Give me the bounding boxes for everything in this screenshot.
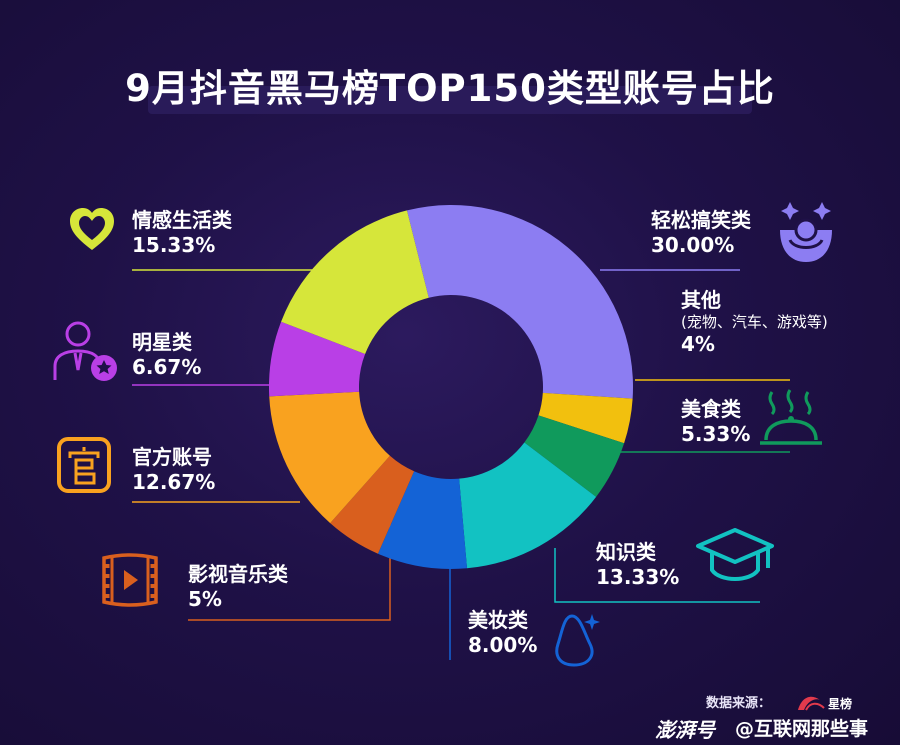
celebrity-user-icon [53,321,117,381]
label-percent: 5% [188,587,222,611]
label-star: 明星类 6.67% [132,330,201,380]
leader-line-5 [554,548,760,603]
label-official: 官方账号 12.67% [132,445,215,495]
label-percent: 13.33% [596,565,680,589]
label-percent: 30.00% [651,233,735,257]
slice-4 [377,471,468,569]
slice-6 [269,391,390,524]
label-other: 其他 (宠物、汽车、游戏等) 4% [681,288,828,357]
label-name: 明星类 [132,330,192,354]
data-source-label: 数据来源： [706,696,772,711]
label-name: 影视音乐类 [188,562,288,586]
food-cloche-icon [760,389,822,445]
label-name: 美妆类 [468,608,528,632]
label-percent: 4% [681,331,715,356]
label-beauty: 美妆类 8.00% [468,608,537,658]
slice-2 [524,415,625,497]
xingbang-logo-icon [798,696,825,711]
label-funny: 轻松搞笑类 30.00% [651,208,751,258]
platform-logo: 澎湃号 [655,718,715,742]
label-percent: 15.33% [132,233,216,257]
beauty-egg-sponge-icon [555,614,600,667]
label-name: 其他 [681,288,721,312]
clown-face-icon [780,202,832,262]
slice-7 [269,321,366,397]
graduation-cap-icon [696,528,774,581]
label-percent: 6.67% [132,355,202,379]
slice-1 [538,392,633,444]
label-film: 影视音乐类 5% [188,562,288,612]
film-strip-icon [102,553,158,607]
label-sub: (宠物、汽车、游戏等) [681,313,828,331]
chart-title: 9月抖音黑马榜TOP150类型账号占比 [125,67,775,110]
label-knowledge: 知识类 13.33% [596,540,679,590]
slice-0 [406,204,633,399]
slice-8 [281,210,429,355]
official-seal-icon [57,437,111,493]
label-name: 情感生活类 [132,208,232,232]
slice-5 [330,455,415,554]
label-name: 美食类 [681,397,741,421]
label-percent: 8.00% [468,633,538,657]
label-name: 轻松搞笑类 [651,208,751,232]
label-percent: 12.67% [132,470,216,494]
label-food: 美食类 5.33% [681,397,750,447]
slice-3 [459,442,597,569]
data-source-brand: 星榜 [828,697,853,711]
label-name: 官方账号 [132,445,212,469]
label-name: 知识类 [596,540,656,564]
label-emotion: 情感生活类 15.33% [132,208,232,258]
title-highlight [148,86,752,114]
author-handle: @互联网那些事 [735,718,869,740]
heart-icon [70,208,114,250]
label-percent: 5.33% [681,422,751,446]
